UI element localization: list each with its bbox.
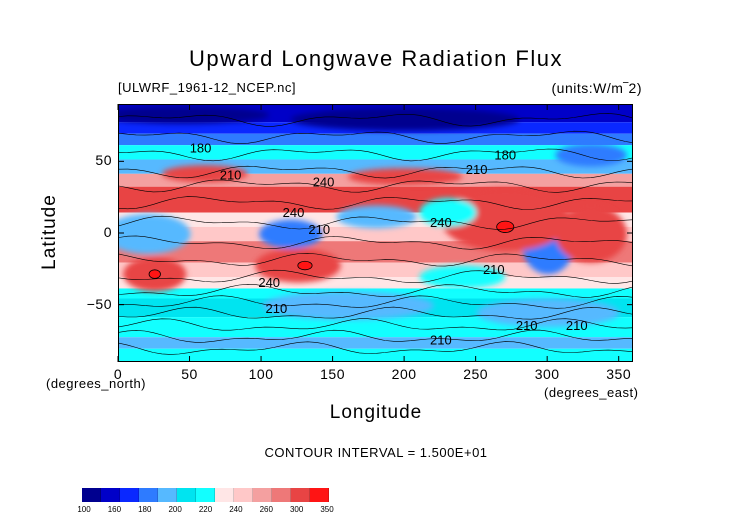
contour-line-3 <box>119 165 632 179</box>
units-label: (units:W/m‾2) <box>551 80 642 96</box>
contour-label-5: 240 <box>430 215 452 230</box>
colorbar-swatch-9 <box>253 488 272 502</box>
heatmap-band-2 <box>119 133 632 146</box>
colorbar-label: 180 <box>138 505 152 514</box>
contour-label-8: 210 <box>483 262 505 277</box>
colorbar-label: 240 <box>229 505 243 514</box>
colorbar-label: 160 <box>107 505 122 514</box>
contour-line-15 <box>119 341 632 355</box>
contour-label-13: 210 <box>430 332 452 347</box>
file-label: [ULWRF_1961-12_NCEP.nc] <box>118 80 296 95</box>
x-tick-label: 100 <box>248 366 274 382</box>
heatmap-region-15 <box>290 107 520 131</box>
y-axis-title: Latitude <box>39 194 60 270</box>
colorbar-swatch-12 <box>310 488 329 502</box>
contour-label-2: 240 <box>313 175 335 190</box>
colorbar-label: 200 <box>168 505 182 514</box>
contour-line-1 <box>119 130 632 145</box>
contour-line-13 <box>119 318 632 331</box>
heatmap-region-16 <box>119 106 270 124</box>
contour-label-4: 210 <box>308 222 330 237</box>
colorbar-swatch-0 <box>82 488 101 502</box>
contour-line-7 <box>119 235 632 250</box>
chart-title: Upward Longwave Radiation Flux <box>189 46 563 71</box>
heatmap-peak-2 <box>496 220 515 233</box>
contour-line-9 <box>119 269 632 284</box>
heatmap-region-13 <box>161 165 248 183</box>
y-tick-label: −50 <box>86 295 112 312</box>
y-units-label: (degrees_north) <box>46 376 146 391</box>
colorbar-label: 220 <box>198 505 213 514</box>
contour-line-0 <box>119 113 632 127</box>
x-tick-label: 50 <box>181 366 198 382</box>
contour-label-3: 240 <box>283 205 305 220</box>
contour-label-1: 210 <box>220 168 242 183</box>
x-units-label: (degrees_east) <box>544 385 639 400</box>
contour-line-8 <box>119 252 632 267</box>
heatmap-band-10 <box>119 262 632 277</box>
x-axis-title: Longitude <box>329 402 423 423</box>
colorbar-swatch-11 <box>291 488 310 502</box>
heatmap-band-16 <box>119 348 632 361</box>
heatmap-band-3 <box>119 145 632 160</box>
contour-label-11: 210 <box>516 318 538 333</box>
colorbar-swatch-2 <box>120 488 139 502</box>
contour-line-12 <box>119 306 632 320</box>
x-tick-label: 200 <box>391 366 417 382</box>
contour-line-14 <box>119 329 632 343</box>
heatmap-region-2 <box>336 205 417 229</box>
colorbar-label: 260 <box>259 505 273 514</box>
colorbar-swatch-7 <box>215 488 234 502</box>
colorbar-swatch-8 <box>234 488 253 502</box>
colorbar-swatch-3 <box>139 488 158 502</box>
contour-line-4 <box>119 179 632 193</box>
heatmap-region-11 <box>476 298 620 328</box>
heatmap-region-10 <box>262 291 434 320</box>
colorbar-label: 100 <box>77 505 91 514</box>
heatmap-region-14 <box>555 143 627 167</box>
contour-line-10 <box>119 283 632 298</box>
heatmap-peak-1 <box>297 260 313 271</box>
contour-label-0: 180 <box>190 140 212 155</box>
contour-label-12: 210 <box>566 318 588 333</box>
contour-label-10: 210 <box>266 301 288 316</box>
y-tick-label: 50 <box>95 152 112 169</box>
colorbar-swatch-5 <box>177 488 196 502</box>
heatmap-band-15 <box>119 337 632 349</box>
heatmap-region-6 <box>440 188 570 252</box>
colorbar-label: 350 <box>320 505 334 514</box>
contour-label-6: 180 <box>494 147 516 162</box>
contour-line-11 <box>119 295 632 309</box>
colorbar <box>82 488 329 502</box>
heatmap-region-12 <box>347 168 463 186</box>
y-tick-label: 0 <box>103 224 112 240</box>
contour-label-7: 210 <box>466 162 488 177</box>
contour-interval-note: CONTOUR INTERVAL = 1.500E+01 <box>264 445 488 460</box>
contour-label-9: 240 <box>258 275 280 290</box>
colorbar-swatch-1 <box>101 488 120 502</box>
colorbar-swatch-10 <box>272 488 291 502</box>
x-tick-label: 350 <box>606 366 632 382</box>
heatmap-region-7 <box>555 205 627 263</box>
colorbar-swatch-4 <box>158 488 177 502</box>
colorbar-swatch-6 <box>196 488 215 502</box>
x-tick-label: 250 <box>463 366 489 382</box>
heatmap-band-11 <box>119 277 632 289</box>
heatmap-band-4 <box>119 159 632 174</box>
heatmap-region-8 <box>419 198 477 227</box>
colorbar-label: 300 <box>289 505 304 514</box>
contour-line-6 <box>119 215 632 230</box>
contour-line-2 <box>119 148 632 162</box>
heatmap-peak-0 <box>148 269 161 279</box>
x-tick-label: 300 <box>534 366 560 382</box>
heatmap-region-0 <box>119 213 191 255</box>
contour-line-5 <box>119 196 632 210</box>
x-tick-label: 150 <box>320 366 346 382</box>
x-tick-label: 0 <box>113 366 123 382</box>
plot-area: 180 210 240 240 210 240 180 210 210 240 210 210 210 2… <box>118 104 633 362</box>
